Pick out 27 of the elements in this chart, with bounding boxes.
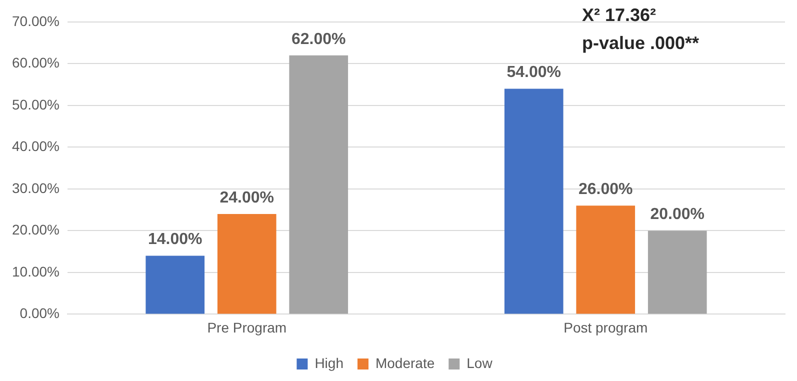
legend-label: High (314, 354, 344, 371)
bar (146, 256, 205, 314)
data-label: 54.00% (506, 64, 561, 82)
y-tick-label: 50.00% (12, 96, 60, 112)
data-label: 24.00% (220, 189, 274, 206)
y-tick-label: 20.00% (12, 222, 60, 238)
y-tick-label: 40.00% (12, 138, 60, 154)
data-label: 20.00% (650, 206, 705, 224)
y-tick-label: 10.00% (12, 263, 60, 280)
y-tick-label: 0.00% (20, 305, 60, 322)
y-tick-label: 30.00% (12, 180, 60, 196)
data-label: 62.00% (291, 30, 346, 48)
legend-label: Moderate (375, 354, 435, 371)
bar (217, 214, 276, 314)
y-tick-label: 70.00% (12, 12, 60, 29)
bar (504, 88, 564, 314)
bar (289, 55, 348, 314)
data-label: 26.00% (578, 181, 633, 198)
x-tick-label: Post program (564, 319, 648, 336)
x-tick-label: Pre Program (207, 319, 287, 336)
annotation: p-value .000** (582, 32, 700, 53)
legend-label: Low (466, 354, 494, 371)
bar (576, 206, 636, 314)
bar (648, 230, 707, 314)
annotation: X² 17.36² (582, 4, 656, 25)
data-label: 14.00% (148, 231, 202, 248)
y-tick-label: 60.00% (12, 54, 60, 71)
